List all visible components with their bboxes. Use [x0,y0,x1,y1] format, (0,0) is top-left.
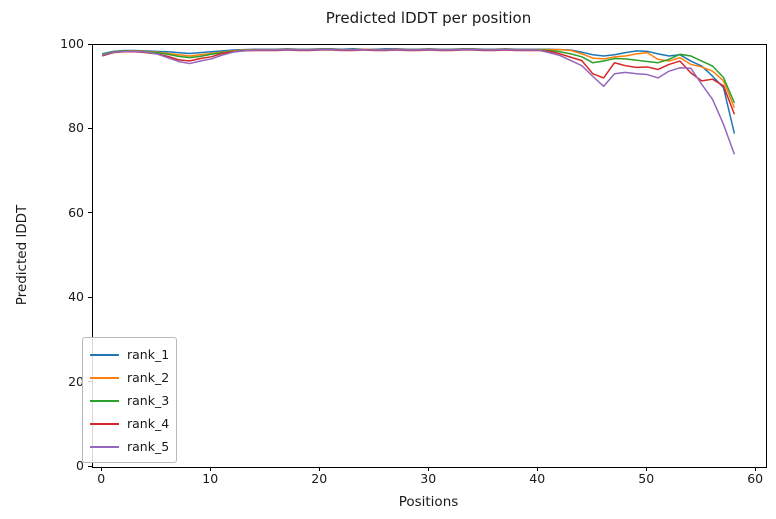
plot-area [92,44,767,468]
x-tick-mark [754,467,756,471]
legend-item: rank_3 [90,389,169,412]
legend-line-swatch [90,353,119,356]
series-line-rank_2 [102,48,736,109]
legend-label: rank_3 [127,393,170,408]
x-tick-label: 30 [420,471,437,486]
y-tick-label: 0 [76,458,84,473]
x-tick-label: 20 [311,471,328,486]
y-tick-mark [88,296,92,298]
chart-title: Predicted lDDT per position [325,9,532,27]
x-tick-label: 0 [97,471,106,486]
legend-line-swatch [90,422,119,425]
x-tick-mark [209,467,211,471]
y-tick-label: 100 [60,36,84,51]
legend: rank_1 rank_2 rank_3 rank_4 rank_5 [82,337,177,463]
y-tick-mark [88,465,92,467]
x-tick-mark [427,467,429,471]
series-line-rank_4 [102,49,736,115]
x-tick-label: 40 [529,471,546,486]
y-tick-label: 20 [68,373,84,389]
y-tick-label: 40 [68,289,84,305]
x-tick-mark [100,467,102,471]
x-tick-label: 60 [747,471,764,486]
x-tick-label: 50 [638,471,655,486]
legend-item: rank_5 [90,435,169,458]
x-axis-label: Positions [398,494,459,510]
y-tick-mark [88,127,92,129]
legend-item: rank_1 [90,343,169,366]
legend-label: rank_1 [127,347,170,362]
y-axis-label: Predicted lDDT [14,204,30,306]
y-tick-label: 60 [68,204,84,220]
legend-item: rank_2 [90,366,169,389]
chart-canvas [102,48,736,155]
x-tick-label: 10 [202,471,219,486]
series-line-rank_5 [102,48,736,155]
legend-label: rank_4 [127,416,170,431]
x-tick-mark [645,467,647,471]
legend-item: rank_4 [90,412,169,435]
legend-label: rank_2 [127,370,170,385]
x-tick-mark [318,467,320,471]
legend-line-swatch [90,445,119,448]
y-tick-mark [88,212,92,214]
legend-label: rank_5 [127,439,170,454]
series-line-rank_3 [102,48,736,104]
legend-line-swatch [90,399,119,402]
y-tick-mark [88,43,92,45]
x-tick-mark [536,467,538,471]
y-tick-label: 80 [68,120,84,136]
legend-line-swatch [90,376,119,379]
